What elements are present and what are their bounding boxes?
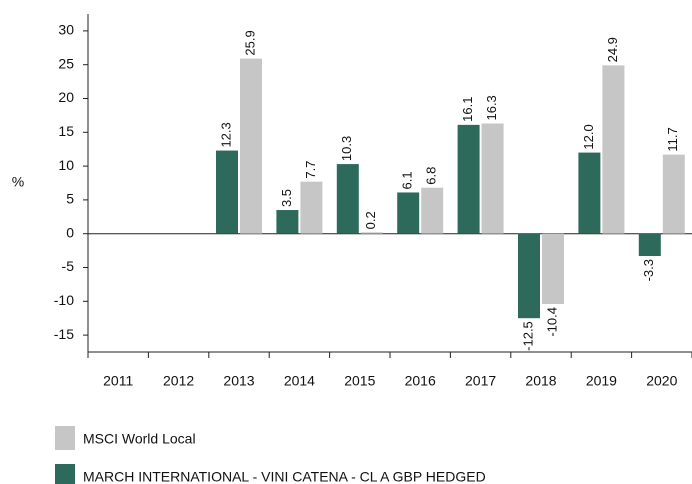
x-tick-label: 2013	[223, 373, 254, 389]
x-tick-label: 2017	[465, 373, 496, 389]
y-tick-label: -15	[54, 326, 74, 342]
bar	[240, 58, 262, 234]
value-label: 25.9	[242, 30, 257, 55]
bar	[518, 233, 540, 319]
y-tick-label: 20	[58, 89, 74, 105]
bar	[360, 232, 383, 234]
value-label: 6.8	[424, 167, 439, 185]
value-label: 16.3	[484, 95, 499, 120]
x-tick-label: 2014	[284, 373, 315, 389]
y-tick-label: -10	[54, 292, 74, 308]
y-tick-label: 0	[66, 224, 74, 240]
value-label: 11.7	[665, 127, 680, 151]
legend-swatch	[55, 464, 75, 484]
bar	[662, 154, 685, 234]
y-tick-label: 5	[66, 191, 74, 207]
bar	[638, 233, 661, 257]
bar	[542, 233, 564, 305]
value-label: -3.3	[641, 259, 656, 281]
bar	[276, 210, 299, 234]
value-label: -12.5	[520, 321, 535, 351]
y-axis-label: %	[12, 174, 24, 190]
value-label: 6.1	[400, 171, 415, 189]
bar	[421, 187, 444, 234]
x-tick-label: 2018	[525, 373, 556, 389]
value-label: 16.1	[460, 97, 475, 122]
bar	[578, 152, 601, 234]
value-label: 7.7	[303, 161, 318, 179]
value-label: 10.3	[339, 136, 354, 161]
value-label: 24.9	[605, 37, 620, 62]
value-label: 12.0	[581, 124, 596, 149]
bar	[300, 181, 323, 234]
bar	[216, 150, 238, 234]
value-label: 12.3	[218, 122, 233, 147]
y-tick-label: 15	[58, 123, 74, 139]
x-tick-label: 2012	[163, 373, 194, 389]
bar	[457, 124, 480, 234]
x-tick-label: 2011	[103, 373, 133, 389]
bar	[397, 192, 420, 234]
value-label: -10.4	[544, 307, 559, 337]
y-tick-label: 30	[58, 22, 74, 38]
legend-label: MSCI World Local	[83, 431, 196, 447]
x-tick-label: 2015	[344, 373, 375, 389]
y-tick-label: 25	[58, 55, 74, 71]
x-tick-label: 2020	[646, 373, 677, 389]
legend-label: MARCH INTERNATIONAL - VINI CATENA - CL A…	[83, 469, 486, 484]
bar	[602, 65, 625, 234]
value-label: 0.2	[363, 211, 378, 229]
bar	[481, 123, 504, 234]
y-tick-label: 10	[58, 157, 74, 173]
legend-swatch	[55, 426, 75, 450]
value-label: 3.5	[279, 189, 294, 207]
x-tick-label: 2019	[586, 373, 617, 389]
x-tick-label: 2016	[405, 373, 436, 389]
y-tick-label: -5	[62, 258, 75, 274]
bar	[336, 164, 359, 234]
